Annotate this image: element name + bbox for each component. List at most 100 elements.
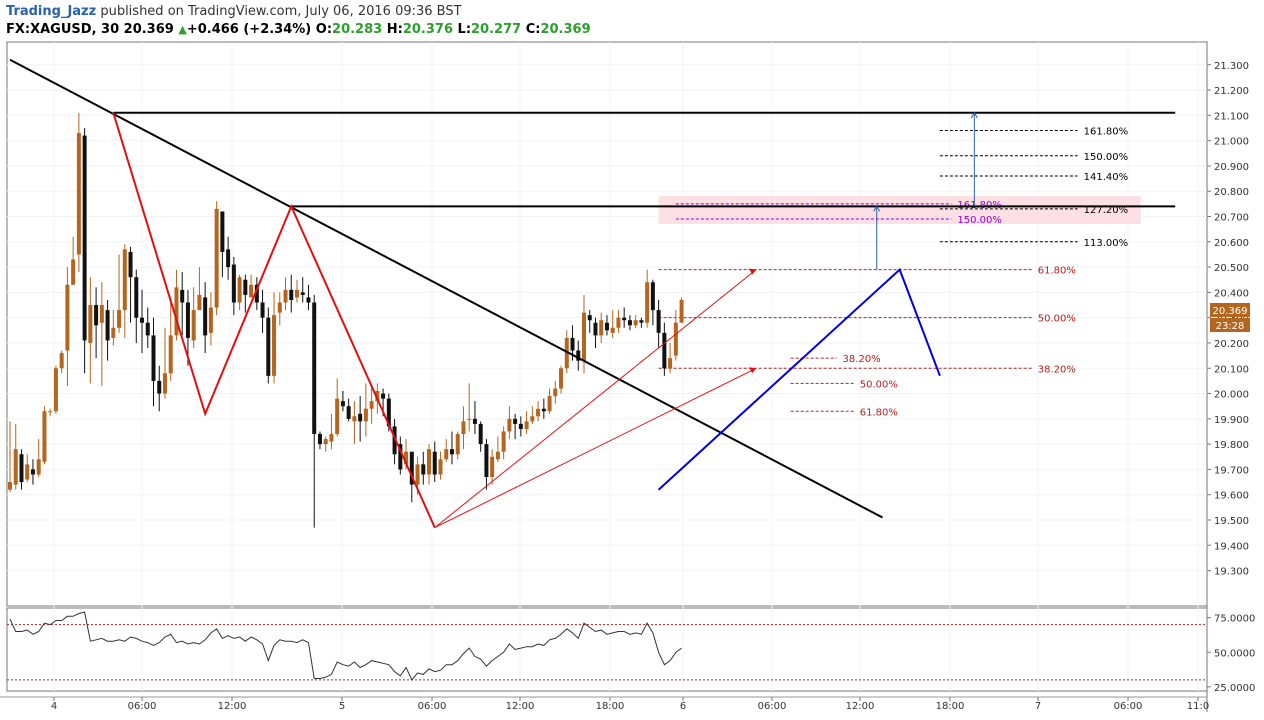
rsi-pane[interactable]	[6, 607, 1208, 692]
time-tick-label: 06:00	[128, 701, 157, 712]
candle-body	[582, 312, 586, 361]
candle-body	[656, 310, 661, 333]
candle-body	[472, 418, 477, 424]
candle-body	[266, 317, 271, 376]
candle-body	[449, 449, 454, 455]
fib-level-label: 150.00%	[957, 215, 1002, 226]
candle-body	[30, 469, 35, 475]
candle-body	[662, 332, 667, 369]
time-tick-label: 06:00	[758, 701, 787, 712]
candle-body	[82, 135, 87, 341]
fib-level-label: 61.80%	[860, 407, 898, 418]
change-value: +0.466 (+2.34%)	[186, 22, 312, 37]
candle-body	[541, 408, 546, 412]
candle-body	[553, 388, 558, 397]
last-price-badge-text: 20.369	[1213, 306, 1248, 317]
candle-body	[42, 411, 47, 462]
zigzag	[112, 112, 436, 529]
open-value: 20.283	[332, 22, 383, 37]
price-tick-label: 20.200	[1214, 339, 1249, 350]
candle-body	[317, 434, 322, 445]
candle-body	[151, 335, 156, 381]
candle-body	[272, 315, 277, 376]
time-tick-label: 18:00	[596, 701, 625, 712]
candle-body	[386, 398, 391, 427]
candle-body	[203, 297, 208, 336]
price-tick-label: 20.500	[1214, 263, 1249, 274]
candle-body	[306, 297, 311, 303]
candle-body	[409, 451, 414, 485]
price-tick-label: 20.100	[1214, 364, 1249, 375]
candle-body	[455, 434, 460, 455]
arrow-up-icon	[873, 205, 881, 212]
fib-levels[interactable]: 161.80% 150.00% 141.40% 127.20% 113.00% 61.80…	[658, 127, 1129, 419]
candle-body	[404, 451, 409, 465]
candle-body	[599, 320, 604, 336]
rsi-tick-label: 50.0000	[1214, 648, 1255, 659]
candle-body	[604, 322, 609, 331]
close-value: 20.369	[540, 22, 591, 37]
chart-header: Trading_Jazz published on TradingView.co…	[0, 0, 1264, 42]
price-tick-label: 19.300	[1214, 567, 1249, 578]
arrowhead-icon	[749, 367, 757, 374]
candle-body	[564, 337, 569, 369]
candle-body	[8, 482, 12, 490]
candle-body	[312, 302, 317, 435]
time-tick-label: 4	[51, 701, 57, 712]
candle-body	[48, 411, 53, 413]
symbol-label[interactable]: FX:XAGUSD, 30	[6, 22, 120, 37]
rsi-axis: 75.0000 50.0000 25.0000	[1207, 614, 1255, 694]
price-tick-label: 21.000	[1214, 137, 1249, 148]
candle-body	[524, 421, 529, 429]
candle-body	[392, 426, 397, 455]
candle-body	[231, 264, 236, 303]
high-value: 20.376	[402, 22, 453, 37]
countdown-badge	[1210, 318, 1250, 332]
fib-level-label: 141.40%	[1084, 172, 1129, 183]
candle-body	[208, 307, 213, 333]
arrow-up-icon	[970, 111, 978, 119]
candle-body	[536, 408, 541, 417]
candle-body	[289, 289, 294, 300]
price-badges: 20.369 23:28	[1210, 303, 1250, 332]
drawings[interactable]	[9, 58, 1176, 529]
candle-body	[254, 284, 259, 303]
arrowhead-icon	[749, 268, 757, 275]
time-tick-label: 12:00	[846, 701, 875, 712]
time-axis[interactable]: 4 06:00 12:00 5 06:00 12:00 18:00 6 06:00 12:00 18…	[51, 697, 1209, 712]
candle-body	[53, 368, 58, 412]
projection-arrow-lower	[434, 367, 757, 529]
candles[interactable]	[8, 112, 684, 528]
fib-level-label: 61.80%	[1038, 266, 1076, 277]
candle-body	[415, 464, 420, 485]
close-label: C:	[525, 22, 541, 37]
candle-body	[25, 464, 30, 480]
author-link[interactable]: Trading_Jazz	[6, 4, 97, 19]
candle-body	[94, 305, 99, 326]
candle-body	[513, 418, 518, 424]
high-label: H:	[386, 22, 403, 37]
price-tick-label: 20.400	[1214, 288, 1249, 299]
price-tick-label: 20.600	[1214, 238, 1249, 249]
candle-body	[157, 380, 162, 394]
candle-body	[369, 401, 374, 409]
rising-channel	[657, 267, 941, 491]
published-text: published on TradingView.com, July 06, 2…	[100, 4, 462, 19]
candle-body	[283, 289, 288, 303]
time-tick-label: 5	[339, 701, 345, 712]
candle-body	[478, 423, 483, 445]
candle-body	[570, 337, 575, 351]
candle-body	[587, 315, 592, 321]
candle-body	[191, 310, 196, 341]
candle-body	[340, 401, 345, 407]
candle-body	[375, 391, 380, 402]
fib-level-label: 38.20%	[843, 354, 881, 365]
candle-body	[633, 320, 638, 326]
candle-body	[128, 251, 133, 278]
candle-body	[134, 277, 139, 318]
candle-body	[145, 322, 150, 336]
candle-body	[295, 289, 299, 298]
ohlc-legend: FX:XAGUSD, 30 20.369 ▲+0.466 (+2.34%) O:…	[6, 22, 591, 37]
countdown-badge-text: 23:28	[1216, 321, 1245, 332]
